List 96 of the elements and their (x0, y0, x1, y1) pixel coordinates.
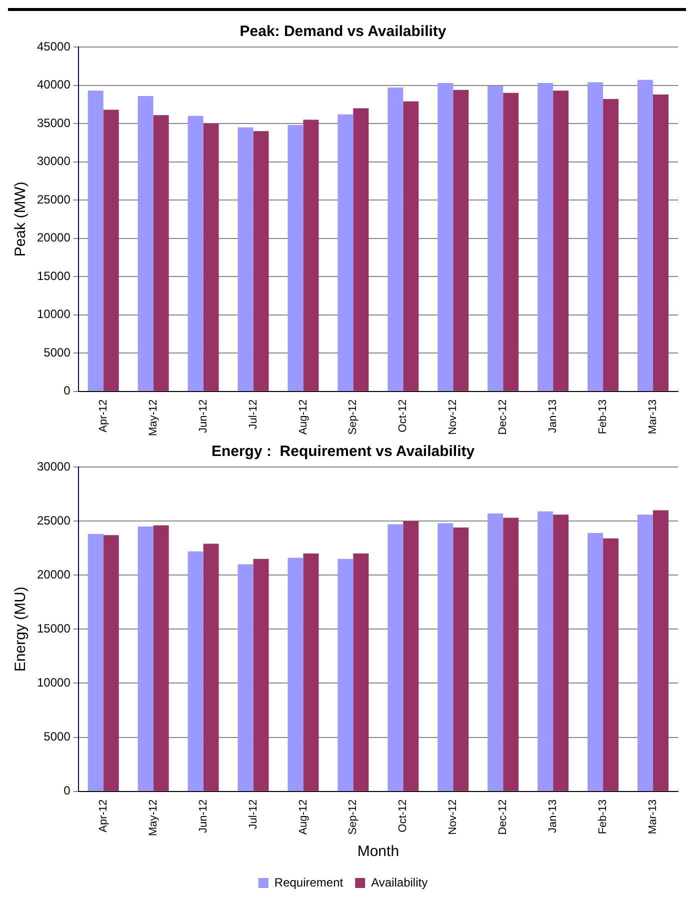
x-tick-label: Aug-12 (297, 399, 310, 435)
bar (503, 92, 519, 391)
x-tick-label: Oct-12 (397, 399, 410, 432)
x-tick-label: Nov-12 (447, 399, 460, 435)
y-tick-label: 45000 (36, 39, 71, 54)
x-tick-label: Feb-13 (597, 799, 610, 834)
bar (238, 127, 254, 391)
bar (538, 82, 554, 391)
y-tick-label: 5000 (44, 345, 71, 360)
x-tick-label: Sep-12 (347, 799, 360, 835)
bar (503, 518, 519, 791)
bar (638, 514, 654, 791)
y-tick-label: 25000 (36, 192, 71, 206)
bar (153, 525, 169, 791)
bar (353, 108, 369, 391)
bar (588, 532, 604, 791)
bar (453, 528, 469, 791)
bar (303, 120, 319, 391)
legend-label: Availability (371, 875, 428, 890)
bar (303, 553, 319, 791)
bar (138, 96, 154, 391)
bar (103, 110, 119, 391)
bar (203, 544, 219, 791)
bar (538, 511, 554, 791)
bar (88, 534, 104, 791)
x-tick-label: Sep-12 (347, 399, 360, 435)
y-tick-label: 20000 (36, 567, 71, 582)
y-tick-label: 30000 (36, 459, 71, 474)
bar (488, 513, 504, 791)
y-tick-label: 20000 (36, 230, 71, 245)
bar (553, 514, 569, 791)
y-tick-label: 30000 (36, 154, 71, 168)
y-tick-label: 25000 (36, 513, 71, 528)
bar (338, 114, 354, 391)
y-tick-label: 15000 (36, 621, 71, 636)
chart-title: Peak: Demand vs Availability (240, 23, 447, 40)
y-tick-label: 5000 (44, 730, 71, 744)
legend-label: Requirement (274, 875, 344, 890)
bar (603, 538, 619, 791)
x-tick-label: Dec-12 (497, 799, 510, 835)
x-tick-label: May-12 (147, 399, 160, 436)
bar (438, 82, 454, 391)
y-tick-label: 0 (64, 784, 71, 798)
x-tick-label: Nov-12 (447, 799, 460, 835)
bar (103, 535, 119, 791)
x-tick-label: Jan-13 (547, 399, 560, 433)
bar (288, 558, 304, 791)
x-tick-label: Jun-12 (197, 399, 210, 433)
bar (253, 558, 269, 791)
bar (553, 90, 569, 391)
y-tick-label: 40000 (36, 78, 71, 92)
bar (403, 101, 419, 391)
bar (238, 564, 254, 791)
x-tick-label: Apr-12 (97, 799, 110, 832)
x-tick-label: Oct-12 (397, 799, 410, 832)
bar (653, 510, 669, 791)
y-tick-label: 0 (64, 384, 71, 398)
x-tick-label: Jun-12 (197, 799, 210, 833)
bar (138, 526, 154, 791)
bar (253, 131, 269, 391)
bar (588, 82, 604, 391)
bar (638, 80, 654, 391)
bar (388, 88, 404, 391)
bar (353, 553, 369, 791)
bar (653, 94, 669, 391)
bar (188, 116, 204, 391)
y-tick-label: 15000 (36, 268, 71, 283)
y-axis-title: Energy (MU) (12, 586, 30, 672)
x-tick-label: Mar-13 (647, 399, 660, 434)
x-tick-label: Feb-13 (597, 399, 610, 434)
bar (388, 524, 404, 791)
x-tick-label: Mar-13 (647, 799, 660, 834)
chart-title: Energy : Requirement vs Availability (211, 443, 476, 460)
y-tick-label: 35000 (36, 116, 71, 130)
bar (153, 115, 169, 391)
bar (203, 124, 219, 391)
x-tick-label: Aug-12 (297, 799, 310, 835)
y-tick-label: 10000 (36, 676, 71, 690)
x-axis-title: Month (357, 843, 400, 860)
x-tick-label: May-12 (147, 799, 160, 836)
bar (403, 521, 419, 791)
y-axis-title: Peak (MW) (12, 182, 30, 257)
bar (188, 551, 204, 791)
bar (603, 99, 619, 391)
x-tick-label: Jan-13 (547, 799, 560, 833)
bar (338, 558, 354, 791)
y-tick-label: 10000 (36, 307, 71, 322)
bar (438, 523, 454, 791)
bar (288, 125, 304, 391)
bar (88, 90, 104, 391)
x-tick-label: Jul-12 (247, 799, 260, 830)
x-tick-label: Jul-12 (247, 399, 260, 430)
bar (453, 90, 469, 391)
x-tick-label: Dec-12 (497, 399, 510, 435)
bar (488, 86, 504, 391)
x-tick-label: Apr-12 (97, 399, 110, 432)
